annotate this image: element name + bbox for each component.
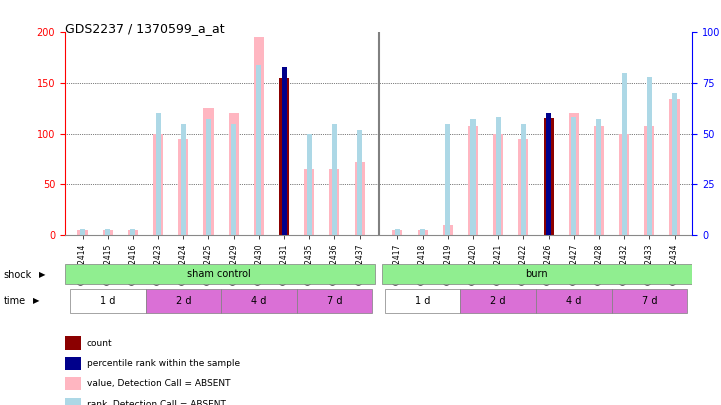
Bar — [231, 124, 236, 235]
Bar — [80, 229, 85, 235]
Bar — [70, 289, 146, 313]
Bar — [672, 93, 677, 235]
Bar — [156, 113, 161, 235]
Bar — [306, 134, 311, 235]
Bar — [619, 134, 629, 235]
Text: 2 d: 2 d — [175, 296, 191, 306]
Text: time: time — [4, 296, 26, 306]
Bar — [254, 37, 264, 235]
Bar — [594, 126, 604, 235]
Bar — [443, 225, 453, 235]
Text: 1 d: 1 d — [100, 296, 115, 306]
Bar — [279, 78, 289, 235]
Bar — [128, 230, 138, 235]
Bar — [495, 117, 500, 235]
Bar — [569, 113, 579, 235]
Text: percentile rank within the sample: percentile rank within the sample — [87, 359, 240, 368]
Bar — [468, 126, 478, 235]
Bar — [395, 229, 400, 235]
Bar — [329, 169, 340, 235]
Bar — [670, 99, 680, 235]
Bar — [296, 289, 372, 313]
Bar — [206, 119, 211, 235]
Text: 7 d: 7 d — [642, 296, 657, 306]
Text: ▶: ▶ — [33, 296, 40, 305]
Bar — [102, 230, 112, 235]
Text: burn: burn — [526, 269, 548, 279]
Bar — [105, 229, 110, 235]
Bar — [357, 130, 362, 235]
Bar — [65, 398, 81, 405]
Bar — [645, 126, 655, 235]
Text: rank, Detection Call = ABSENT: rank, Detection Call = ABSENT — [87, 400, 226, 405]
Bar — [153, 134, 163, 235]
Text: 4 d: 4 d — [251, 296, 267, 306]
Bar — [420, 229, 425, 235]
Bar — [181, 124, 186, 235]
Text: 1 d: 1 d — [415, 296, 430, 306]
Bar — [446, 124, 451, 235]
Bar — [65, 357, 81, 370]
Bar — [493, 134, 503, 235]
Bar — [471, 119, 476, 235]
Bar — [521, 124, 526, 235]
Text: 4 d: 4 d — [566, 296, 581, 306]
Text: sham control: sham control — [187, 269, 250, 279]
Bar — [257, 65, 262, 235]
Bar — [417, 230, 428, 235]
Text: count: count — [87, 339, 112, 347]
Bar — [392, 230, 402, 235]
Bar — [461, 289, 536, 313]
Bar — [647, 77, 652, 235]
Text: 7 d: 7 d — [327, 296, 342, 306]
Bar — [385, 289, 461, 313]
Bar — [229, 113, 239, 235]
Text: ▶: ▶ — [39, 270, 45, 279]
Bar — [131, 229, 136, 235]
Bar — [571, 117, 576, 235]
Text: GDS2237 / 1370599_a_at: GDS2237 / 1370599_a_at — [65, 22, 224, 35]
Text: shock: shock — [4, 270, 32, 279]
Bar — [65, 377, 81, 390]
Bar — [332, 124, 337, 235]
Bar — [65, 264, 376, 284]
Bar — [355, 162, 365, 235]
Bar — [381, 264, 692, 284]
Bar — [221, 289, 296, 313]
Text: value, Detection Call = ABSENT: value, Detection Call = ABSENT — [87, 379, 230, 388]
Bar — [611, 289, 687, 313]
Bar — [65, 337, 81, 350]
Bar — [546, 113, 551, 235]
Bar — [518, 139, 528, 235]
Bar — [596, 119, 601, 235]
Text: 2 d: 2 d — [490, 296, 506, 306]
Bar — [203, 108, 213, 235]
Bar — [178, 139, 188, 235]
Bar — [77, 230, 87, 235]
Bar — [146, 289, 221, 313]
Bar — [544, 118, 554, 235]
Bar — [281, 67, 286, 235]
Bar — [536, 289, 611, 313]
Bar — [304, 169, 314, 235]
Bar — [622, 73, 627, 235]
